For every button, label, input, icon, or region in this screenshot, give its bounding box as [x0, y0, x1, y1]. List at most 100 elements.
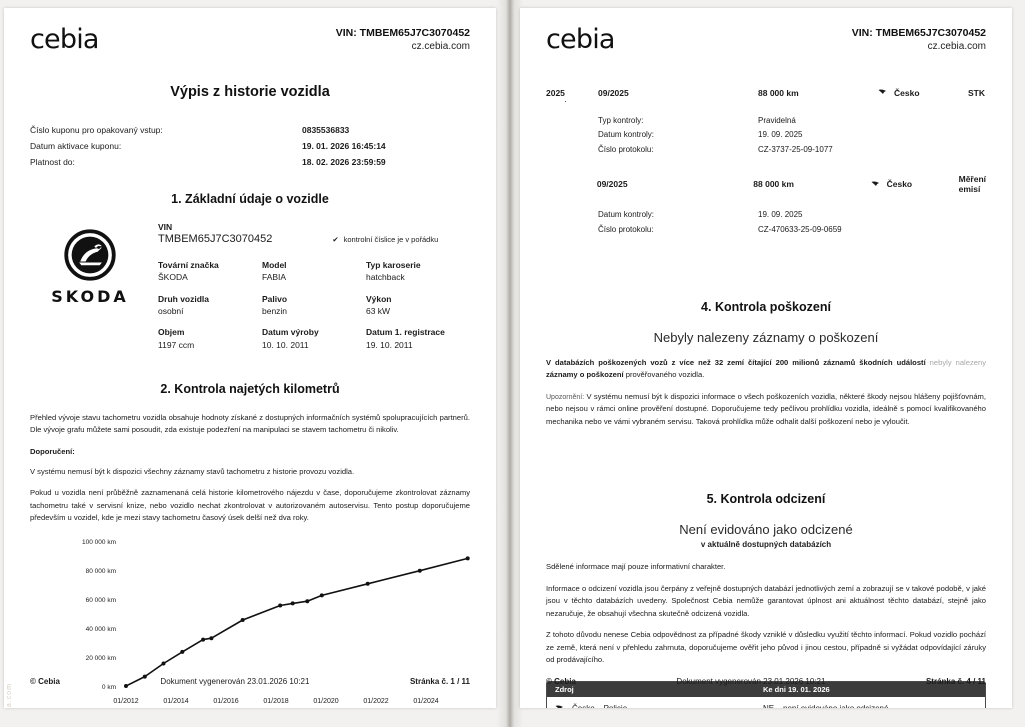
coupon-value: 18. 02. 2026 23:59:59	[302, 156, 386, 167]
field-label: Typ karoserie	[365, 260, 421, 271]
source-name: Česko – Policie	[572, 701, 627, 708]
x-tick-label: 01/2020	[313, 698, 338, 705]
recommendation-paragraph-2: Pokud u vozidla není průběžně zaznamenan…	[30, 488, 470, 523]
theft-paragraph-2: Informace o odcizení vozidla jsou čerpán…	[546, 583, 986, 618]
table-row: Česko – Policie NE – není evidováno jako…	[555, 701, 977, 708]
generated-timestamp: Dokument vygenerován 23.01.2026 10:21	[676, 677, 826, 686]
vehicle-field: Datum výroby 10. 10. 2011	[262, 326, 366, 351]
field-label: Tovární značka	[158, 260, 219, 271]
coupon-label: Platnost do:	[30, 156, 75, 167]
inspection-type: Měření emisí	[958, 174, 987, 195]
coupon-value: 19. 01. 2026 16:45:14	[302, 140, 386, 151]
mileage-data-point	[180, 649, 185, 654]
recommendation-paragraph-1: V systému nemusí být k dispozici všechny…	[30, 466, 355, 476]
year-bullet-marker: ·	[564, 95, 567, 106]
page-number: Stránka č. 4 / 11	[925, 677, 986, 686]
vin-value: TMBEM65J7C3070452	[158, 233, 273, 246]
column-header-source: Zdroj	[555, 684, 574, 694]
field-value: 10. 10. 2011	[261, 339, 309, 350]
page-4-footer: © Cebia Dokument vygenerován 23.01.2026 …	[546, 677, 986, 686]
field-label: Datum výroby	[261, 327, 319, 338]
damage-paragraph-1: V databázích poškozených vozů z více než…	[546, 357, 986, 382]
theft-paragraph-1: Sdělené informace mají pouze informativn…	[546, 562, 726, 572]
vehicle-summary: SKODA VIN TMBEM65J7C3070452 ✔ kontrolní č…	[30, 222, 470, 360]
coupon-value: 0835536833	[302, 124, 350, 135]
inspection-type: STK	[968, 87, 985, 98]
field-label: Palivo	[261, 293, 288, 304]
site-domain: cz.cebia.com	[927, 41, 986, 53]
detail-value: CZ-470633-25-09-0659	[758, 224, 842, 234]
y-tick-label: 0 km	[102, 684, 116, 691]
damage-text-a: V databázích poškozených vozů z více než…	[546, 357, 926, 367]
section-1-title: 1. Základní údaje o vozidle	[171, 192, 329, 207]
mileage-series	[124, 555, 470, 688]
skoda-wordmark: SKODA	[51, 287, 129, 307]
field-value: 1197 ccm	[158, 339, 195, 350]
mileage-data-point	[465, 555, 470, 560]
field-value: 19. 10. 2011	[365, 339, 413, 350]
mileage-data-point	[161, 661, 166, 666]
mileage-data-point	[319, 592, 324, 597]
detail-label: Datum kontroly:	[598, 130, 655, 140]
source-status: NE – není evidováno jako odcizené	[763, 701, 888, 708]
mileage-data-point	[124, 683, 128, 688]
mileage-data-point	[142, 674, 147, 679]
y-tick-label: 100 000 km	[82, 539, 116, 546]
mileage-data-point	[305, 598, 310, 603]
mileage-data-point	[209, 635, 214, 640]
inspection-detail-rows-1: Typ kontroly: Pravidelná Datum kontroly:…	[598, 114, 986, 158]
inspection-mileage: 88 000 km	[753, 179, 794, 190]
page-1-header: cebia VIN: TMBEM65J7C3070452 cz.cebia.co…	[30, 26, 470, 54]
inspection-record-header: 2025 09/2025 88 000 km Česko STK	[546, 88, 986, 98]
vin-checkdigit-status: ✔ kontrolní číslice je v pořádku	[332, 235, 438, 245]
field-label: Objem	[158, 327, 185, 338]
cebia-logo: cebia	[546, 24, 615, 55]
skoda-logo-icon	[64, 229, 116, 281]
mileage-data-point	[201, 637, 206, 642]
y-tick-label: 80 000 km	[86, 568, 116, 575]
x-tick-label: 01/2024	[413, 698, 438, 705]
coupon-row: Platnost do: 18. 02. 2026 23:59:59	[30, 154, 470, 170]
damage-text-c: prověřovaného vozidla.	[625, 370, 705, 380]
mileage-data-point	[240, 617, 245, 622]
detail-value: CZ-3737-25-09-1077	[758, 145, 833, 155]
field-label: Model	[261, 260, 287, 271]
vehicle-field: Objem 1197 ccm	[158, 326, 262, 351]
detail-value: Pravidelná	[758, 115, 796, 125]
coupon-row: Číslo kuponu pro opakovaný vstup: 083553…	[30, 122, 470, 138]
vehicle-field: Tovární značka ŠKODA	[158, 259, 262, 284]
cz-flag-icon	[871, 181, 879, 186]
y-tick-label: 40 000 km	[86, 626, 116, 633]
inspection-detail-row: Číslo protokolu: CZ-470633-25-09-0659	[598, 223, 986, 238]
vehicle-field: Typ karoserie hatchback	[366, 259, 470, 284]
inspection-detail-rows-2: Datum kontroly: 19. 09. 2025 Číslo proto…	[598, 208, 986, 238]
inspection-detail-row: Typ kontroly: Pravidelná	[598, 114, 986, 129]
damage-text-b: záznamy o poškození	[546, 370, 624, 380]
mileage-line	[125, 557, 468, 687]
page-1-footer: © Cebia Dokument vygenerován 23.01.2026 …	[30, 677, 470, 686]
coupon-details: Číslo kuponu pro opakovaný vstup: 083553…	[30, 122, 470, 170]
cebia-logo: cebia	[30, 24, 99, 55]
x-tick-label: 01/2014	[163, 698, 188, 705]
inspection-country: Česko	[894, 87, 920, 98]
field-label: Výkon	[365, 293, 392, 304]
page-4-header: cebia VIN: TMBEM65J7C3070452 cz.cebia.co…	[546, 26, 986, 54]
page-1: cebia.com cebia VIN: TMBEM65J7C3070452 c…	[4, 8, 496, 708]
mileage-chart-svg: 100 000 km 80 000 km 60 000 km 40 000 km…	[82, 539, 470, 705]
detail-label: Datum kontroly:	[598, 210, 655, 220]
column-header-asof: Ke dni 19. 01. 2026	[763, 684, 830, 694]
mileage-data-point	[365, 581, 370, 586]
detail-label: Číslo protokolu:	[598, 145, 654, 155]
vehicle-field: Model FABIA	[262, 259, 366, 284]
inspection-detail-row: Datum kontroly: 19. 09. 2025	[598, 208, 986, 223]
detail-label: Číslo protokolu:	[598, 224, 654, 234]
vehicle-field: Druh vozidla osobní	[158, 293, 262, 318]
theft-source-table: Zdroj Ke dni 19. 01. 2026 Česko – Polici…	[546, 680, 986, 708]
cz-flag-icon	[878, 89, 886, 95]
field-value: osobní	[158, 306, 184, 317]
section-5-title: 5. Kontrola odcizení	[706, 492, 826, 507]
notice-lead: Upozornění:	[546, 393, 585, 401]
copyright: © Cebia	[30, 677, 60, 686]
vehicle-field: Výkon 63 kW	[366, 293, 470, 318]
